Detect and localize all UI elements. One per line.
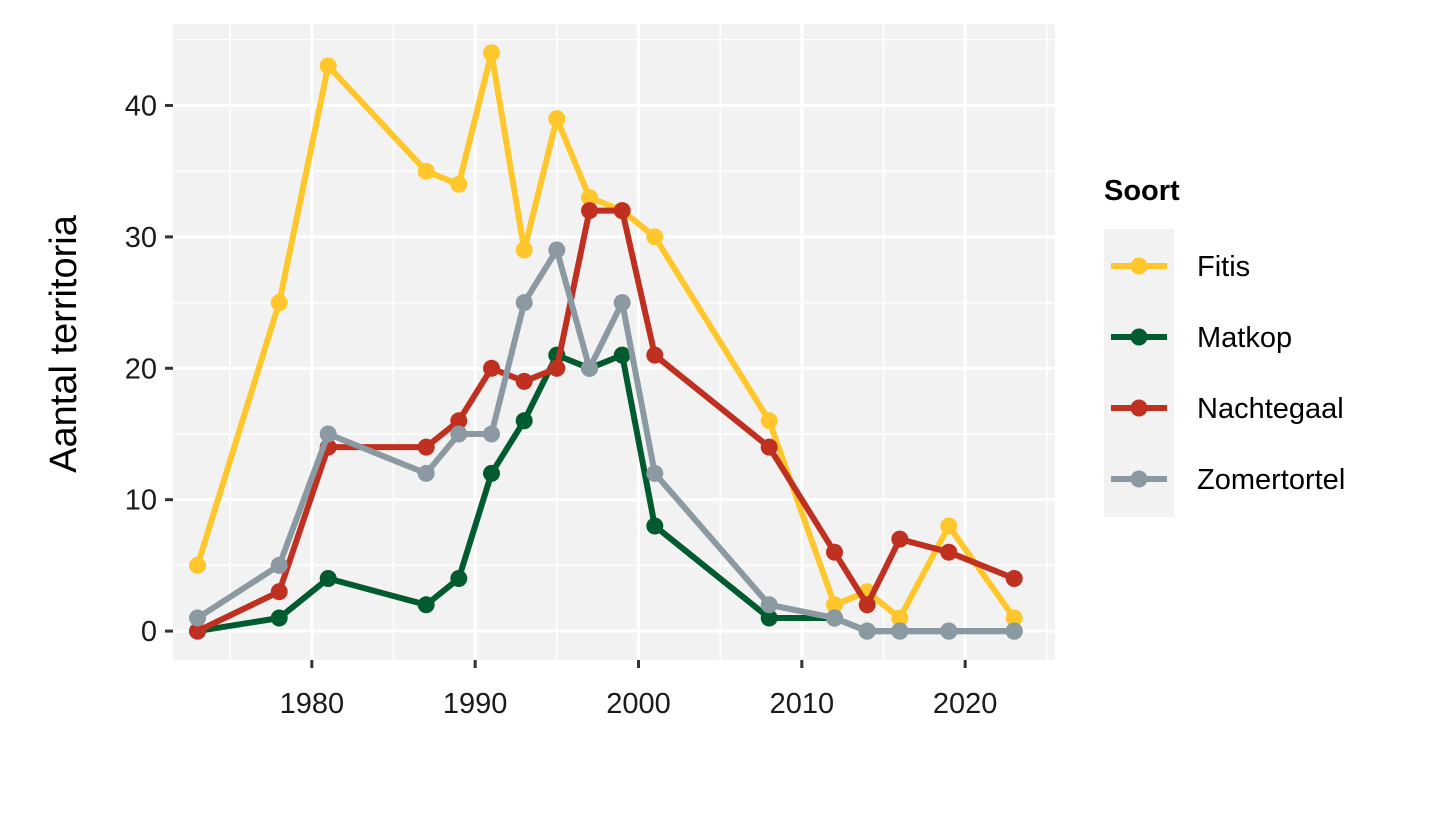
data-point-zomertortel [1005, 622, 1023, 640]
data-point-matkop [417, 596, 435, 614]
data-point-fitis [319, 57, 337, 75]
data-point-nachtegaal [417, 438, 435, 456]
data-point-fitis [826, 596, 843, 614]
data-point-nachtegaal [646, 346, 664, 364]
x-tick-label: 2020 [933, 688, 998, 720]
data-point-zomertortel [319, 425, 337, 443]
legend-point-matkop [1130, 328, 1148, 346]
data-point-zomertortel [891, 622, 909, 640]
data-point-zomertortel [483, 425, 500, 443]
data-point-nachtegaal [515, 372, 533, 390]
grid-major [173, 24, 1055, 660]
x-axis: 1980 1990 2000 2010 2020 [280, 660, 998, 720]
data-point-nachtegaal [940, 543, 958, 561]
data-point-zomertortel [270, 556, 288, 574]
y-tick-label: 20 [125, 353, 157, 385]
data-point-fitis [1005, 609, 1023, 627]
data-point-zomertortel [450, 425, 468, 443]
data-point-nachtegaal [483, 359, 500, 377]
data-point-matkop [450, 570, 468, 587]
legend-point-fitis [1130, 257, 1148, 275]
data-point-nachtegaal [858, 596, 876, 614]
data-point-matkop [613, 346, 631, 364]
x-tick-label: 1980 [280, 688, 345, 720]
data-point-fitis [417, 162, 435, 180]
data-point-zomertortel [760, 596, 778, 614]
data-point-zomertortel [189, 609, 206, 627]
data-point-nachtegaal [1005, 570, 1023, 587]
data-point-matkop [646, 517, 664, 535]
data-point-nachtegaal [548, 359, 566, 377]
data-point-zomertortel [940, 622, 958, 640]
data-point-fitis [760, 412, 778, 430]
legend: Soort Fitis Matkop Nachtegaal Zomertortel [1104, 175, 1345, 517]
data-point-zomertortel [548, 241, 566, 259]
data-point-zomertortel [581, 359, 598, 377]
data-point-fitis [515, 241, 533, 259]
data-point-matkop [319, 570, 337, 587]
data-point-zomertortel [613, 294, 631, 312]
series-layer [189, 44, 1023, 640]
data-point-fitis [450, 175, 468, 193]
plot-panel [173, 24, 1055, 660]
data-point-fitis [646, 228, 664, 246]
data-point-fitis [189, 556, 206, 574]
data-point-zomertortel [858, 622, 876, 640]
data-point-zomertortel [417, 464, 435, 482]
legend-key-background [1104, 229, 1174, 517]
data-point-matkop [270, 609, 288, 627]
data-point-zomertortel [515, 294, 533, 312]
data-point-fitis [270, 294, 288, 312]
legend-title: Soort [1104, 175, 1180, 207]
x-tick-label: 2010 [770, 688, 835, 720]
data-point-fitis [891, 609, 909, 627]
data-point-nachtegaal [613, 202, 631, 220]
y-tick-label: 10 [125, 485, 157, 517]
data-point-matkop [483, 464, 500, 482]
data-point-matkop [515, 412, 533, 430]
legend-label-matkop: Matkop [1197, 322, 1292, 354]
legend-items: Fitis Matkop Nachtegaal Zomertortel [1111, 251, 1345, 496]
data-point-fitis [548, 110, 566, 128]
data-point-nachtegaal [760, 438, 778, 456]
legend-point-zomertortel [1130, 470, 1148, 488]
data-point-matkop [760, 609, 778, 627]
data-point-nachtegaal [270, 583, 288, 601]
y-axis: 0 10 20 30 40 [125, 90, 173, 648]
x-tick-label: 2000 [606, 688, 671, 720]
data-point-nachtegaal [581, 202, 598, 220]
data-point-nachtegaal [189, 622, 206, 640]
data-point-nachtegaal [826, 543, 843, 561]
legend-label-fitis: Fitis [1197, 251, 1250, 283]
data-point-fitis [483, 44, 500, 62]
x-tick-label: 1990 [443, 688, 508, 720]
y-axis-title: Aantal territoria [43, 214, 85, 473]
data-point-nachtegaal [891, 530, 909, 548]
legend-label-nachtegaal: Nachtegaal [1197, 393, 1344, 425]
data-point-zomertortel [646, 464, 664, 482]
y-tick-label: 40 [125, 90, 157, 122]
y-tick-label: 0 [141, 616, 157, 648]
legend-label-zomertortel: Zomertortel [1197, 464, 1345, 496]
data-point-fitis [581, 189, 598, 206]
data-point-nachtegaal [450, 412, 468, 430]
y-tick-label: 30 [125, 222, 157, 254]
data-point-fitis [940, 517, 958, 535]
data-point-zomertortel [826, 609, 843, 627]
legend-point-nachtegaal [1130, 399, 1148, 417]
